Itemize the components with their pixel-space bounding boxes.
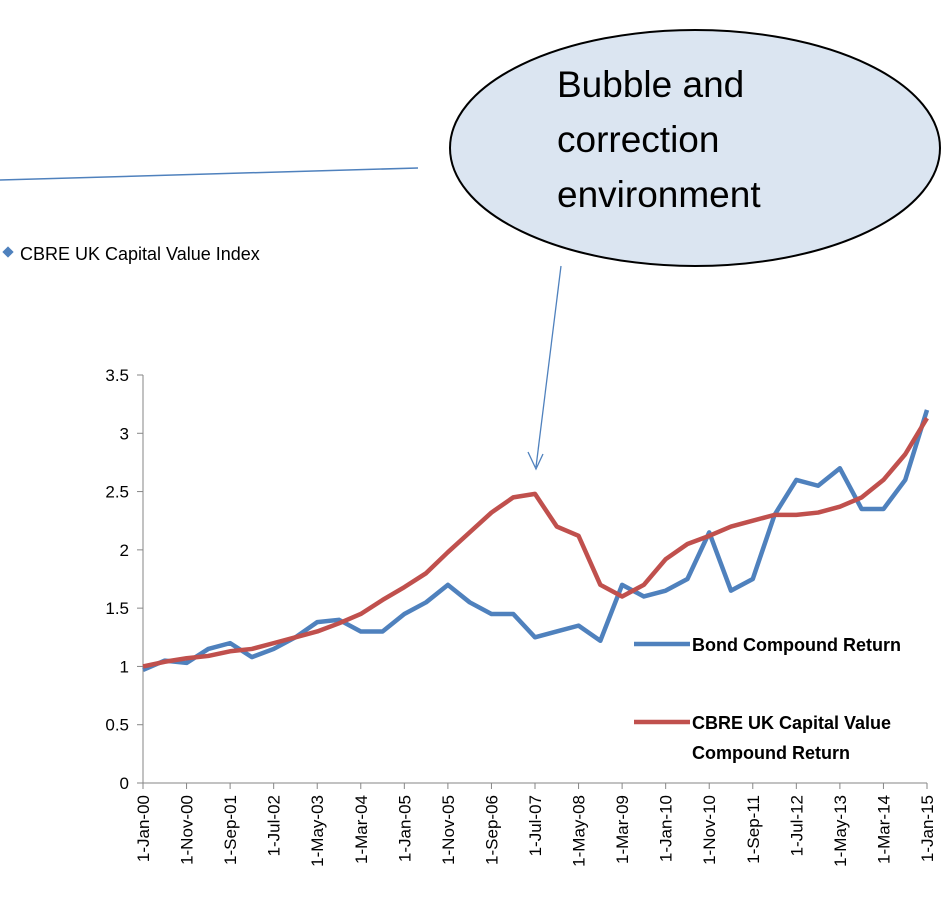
annotation-line <box>0 167 419 181</box>
annotation-arrow <box>535 265 562 468</box>
x-tick-label: 1-Sep-11 <box>744 795 763 864</box>
x-tick-label: 1-May-08 <box>570 795 589 867</box>
x-tick-label: 1-Sep-01 <box>221 795 240 865</box>
y-tick-label: 0 <box>120 774 129 793</box>
y-tick-label: 3 <box>120 424 129 443</box>
y-tick-label: 1 <box>120 657 129 676</box>
annotation-bubble <box>449 29 941 267</box>
legend-fragment: CBRE UK Capital Value Index <box>20 244 260 264</box>
y-tick-label: 2 <box>120 541 129 560</box>
x-tick-label: 1-May-03 <box>308 795 327 867</box>
arrow-head <box>527 451 544 471</box>
x-tick-label: 1-Jul-07 <box>526 795 545 856</box>
y-tick-label: 1.5 <box>105 599 129 618</box>
x-tick-label: 1-Jan-05 <box>395 795 414 862</box>
x-tick-label: 1-Mar-09 <box>613 795 632 864</box>
y-tick-label: 2.5 <box>105 483 129 502</box>
legend-label: CBRE UK Capital Value Compound Return <box>692 713 892 763</box>
y-tick-label: 3.5 <box>105 366 129 385</box>
x-tick-label: 1-Mar-14 <box>874 795 893 864</box>
annotation-text: correction <box>557 119 719 160</box>
legend-fragment-marker <box>2 246 14 258</box>
x-tick-label: 1-Jul-12 <box>787 795 806 856</box>
x-tick-label: 1-Nov-05 <box>439 795 458 865</box>
x-tick-label: 1-Sep-06 <box>482 795 501 865</box>
x-tick-label: 1-Jan-15 <box>918 795 937 862</box>
y-tick-label: 0.5 <box>105 716 129 735</box>
x-tick-label: 1-Jul-02 <box>265 795 284 856</box>
annotation-text: environment <box>557 174 761 215</box>
x-tick-label: 1-Jan-10 <box>657 795 676 862</box>
series-line <box>142 416 929 669</box>
x-tick-label: 1-Mar-04 <box>352 795 371 864</box>
annotation-text: Bubble and <box>557 64 744 105</box>
series-line <box>142 409 930 672</box>
x-tick-label: 1-May-13 <box>831 795 850 867</box>
x-tick-label: 1-Nov-00 <box>178 795 197 865</box>
legend-label: Bond Compound Return <box>692 635 901 655</box>
x-tick-label: 1-Nov-10 <box>700 795 719 865</box>
x-tick-label: 1-Jan-00 <box>134 795 153 862</box>
